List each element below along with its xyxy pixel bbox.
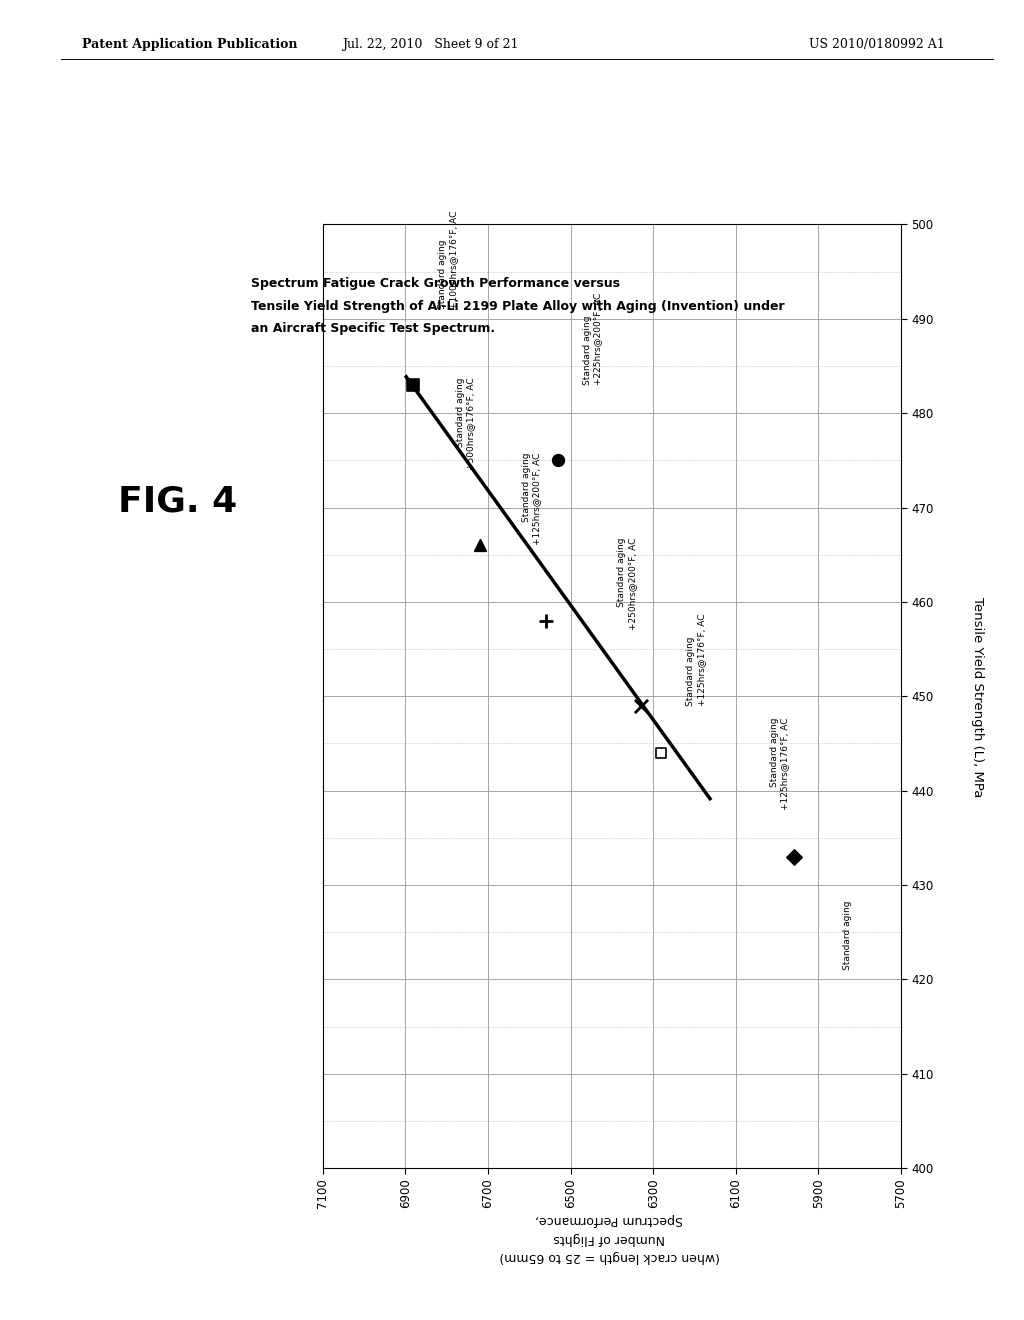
Text: Standard aging
+500hrs@176°F, AC: Standard aging +500hrs@176°F, AC xyxy=(456,378,475,470)
Point xyxy=(633,696,649,717)
Text: Patent Application Publication: Patent Application Publication xyxy=(82,38,297,51)
Point xyxy=(550,450,566,471)
Text: Standard aging
+1000hrs@176°F, AC: Standard aging +1000hrs@176°F, AC xyxy=(438,211,458,309)
Text: Jul. 22, 2010   Sheet 9 of 21: Jul. 22, 2010 Sheet 9 of 21 xyxy=(342,38,518,51)
Text: Standard aging
+125hrs@176°F, AC: Standard aging +125hrs@176°F, AC xyxy=(686,614,706,706)
Text: an Aircraft Specific Test Spectrum.: an Aircraft Specific Test Spectrum. xyxy=(251,322,495,335)
Text: Standard aging
+225hrs@200°F, AC: Standard aging +225hrs@200°F, AC xyxy=(583,293,602,385)
Text: Standard aging: Standard aging xyxy=(843,900,852,970)
Text: Standard aging
+125hrs@200°F, AC: Standard aging +125hrs@200°F, AC xyxy=(522,453,542,545)
Point xyxy=(785,846,802,867)
Point xyxy=(471,535,487,556)
Text: Standard aging
+250hrs@200°F, AC: Standard aging +250hrs@200°F, AC xyxy=(617,537,637,630)
Text: FIG. 4: FIG. 4 xyxy=(118,484,237,519)
Text: Number of Flights: Number of Flights xyxy=(553,1232,666,1245)
Text: Spectrum Fatigue Crack Growth Performance versus: Spectrum Fatigue Crack Growth Performanc… xyxy=(251,277,620,290)
Point xyxy=(406,375,422,396)
Point xyxy=(653,742,670,763)
Text: Tensile Yield Strength of Al-Li 2199 Plate Alloy with Aging (Invention) under: Tensile Yield Strength of Al-Li 2199 Pla… xyxy=(251,300,784,313)
Text: (when crack length = 25 to 65mm): (when crack length = 25 to 65mm) xyxy=(499,1250,720,1263)
Text: Standard aging
+125hrs@176°F, AC: Standard aging +125hrs@176°F, AC xyxy=(770,717,790,809)
Text: Tensile Yield Strength (L), MPa: Tensile Yield Strength (L), MPa xyxy=(972,597,984,797)
Text: US 2010/0180992 A1: US 2010/0180992 A1 xyxy=(809,38,945,51)
Point xyxy=(538,610,554,631)
Text: Spectrum Performance,: Spectrum Performance, xyxy=(536,1213,683,1226)
